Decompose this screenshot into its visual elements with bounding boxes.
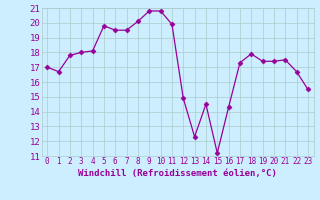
X-axis label: Windchill (Refroidissement éolien,°C): Windchill (Refroidissement éolien,°C) <box>78 169 277 178</box>
